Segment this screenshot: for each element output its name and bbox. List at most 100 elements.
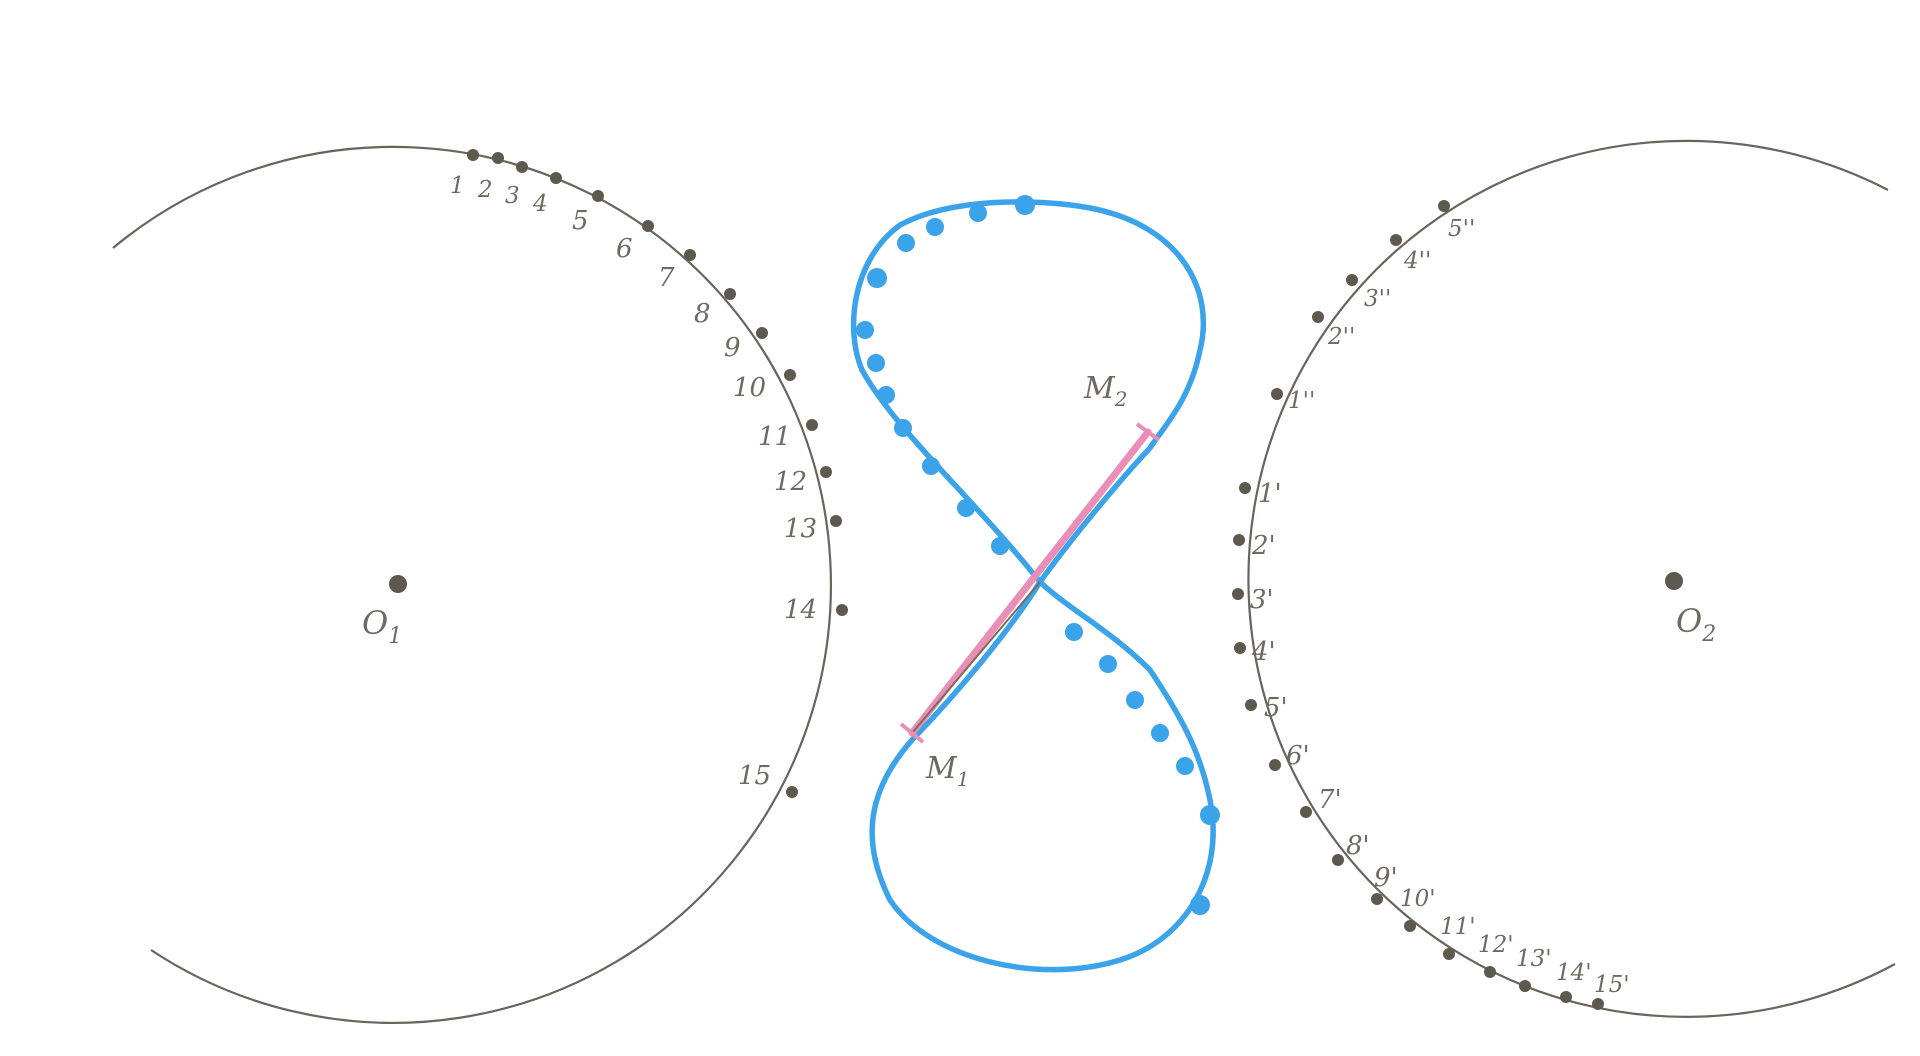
right-circle-points (1232, 200, 1604, 1010)
left-point-14 (836, 604, 848, 616)
center-o1-label: O1 (362, 604, 402, 649)
right-point-12p (1484, 966, 1496, 978)
left-point-11 (806, 419, 818, 431)
right-label-7p: 7' (1318, 785, 1342, 815)
curve-dot (877, 386, 895, 404)
center-o1-dot (389, 575, 407, 593)
right-point-4pp (1390, 234, 1402, 246)
right-label-10p: 10' (1400, 886, 1436, 912)
right-label-2pp: 2'' (1327, 324, 1355, 350)
right-label-5pp: 5'' (1448, 216, 1475, 242)
rod-end-m1-tick (899, 722, 925, 744)
center-o1: O1 (362, 575, 407, 649)
curve-dot (1200, 805, 1220, 825)
right-point-4p (1234, 642, 1246, 654)
right-label-2p: 2' (1251, 531, 1276, 561)
curve-dot (957, 499, 975, 517)
center-o2-dot (1665, 572, 1683, 590)
left-point-3 (516, 161, 528, 173)
right-point-13p (1519, 980, 1531, 992)
curve-dot (991, 537, 1009, 555)
left-point-7 (684, 249, 696, 261)
left-point-12 (820, 466, 832, 478)
right-label-6p: 6' (1286, 741, 1310, 771)
left-point-10 (784, 369, 796, 381)
left-circle-labels: 1 2 3 4 5 6 7 8 9 10 11 12 13 14 15 (450, 173, 817, 791)
left-label-12: 12 (774, 467, 807, 497)
left-label-15: 15 (738, 761, 771, 791)
left-label-9: 9 (724, 333, 741, 363)
curve-dot (1176, 757, 1194, 775)
left-circle-arc (112, 145, 832, 1024)
curve-dot (1099, 655, 1117, 673)
rod-end-m2-tick (1135, 422, 1161, 442)
right-point-5pp (1438, 200, 1450, 212)
left-point-2 (492, 152, 504, 164)
right-point-7p (1300, 806, 1312, 818)
right-label-13p: 13' (1516, 946, 1552, 972)
right-circle-arc (1247, 139, 1896, 1018)
right-label-4p: 4' (1251, 637, 1276, 667)
left-point-6 (642, 220, 654, 232)
curve-dot (1190, 895, 1210, 915)
center-o2-label: O2 (1676, 602, 1716, 647)
rod-body (908, 428, 1152, 737)
right-point-15p (1592, 998, 1604, 1010)
left-point-9 (756, 327, 768, 339)
left-point-13 (830, 515, 842, 527)
curve-dot (922, 457, 940, 475)
right-label-1pp: 1'' (1288, 388, 1315, 414)
right-point-1pp (1271, 388, 1283, 400)
curve-dot (894, 419, 912, 437)
center-o2: O2 (1665, 572, 1716, 647)
left-label-8: 8 (694, 299, 711, 329)
right-point-8p (1332, 854, 1344, 866)
left-point-1 (467, 149, 479, 161)
right-label-15p: 15' (1594, 972, 1630, 998)
right-label-3pp: 3'' (1364, 286, 1391, 312)
left-point-8 (724, 288, 736, 300)
rod-m1-m2 (899, 422, 1161, 744)
curve-dot (1126, 691, 1144, 709)
curve-dot (926, 218, 944, 236)
right-label-4pp: 4'' (1403, 248, 1431, 274)
right-point-2p (1233, 534, 1245, 546)
right-circle-labels: 5'' 4'' 3'' 2'' 1'' 1' 2' 3' 4' 5' 6' 7'… (1250, 216, 1630, 998)
right-label-8p: 8' (1346, 831, 1370, 861)
right-point-6p (1269, 759, 1281, 771)
right-label-5p: 5' (1264, 693, 1288, 723)
left-label-4: 4 (532, 191, 548, 217)
curve-dot (1015, 195, 1035, 215)
left-label-5: 5 (572, 206, 589, 236)
left-label-13: 13 (784, 514, 817, 544)
right-label-12p: 12' (1478, 932, 1514, 958)
rod-end-m2-label: M2 (1083, 371, 1127, 411)
left-point-5 (592, 190, 604, 202)
left-label-2: 2 (477, 177, 493, 203)
right-label-1p: 1' (1258, 479, 1282, 509)
curve-dot (1151, 724, 1169, 742)
right-label-3p: 3' (1250, 585, 1274, 615)
left-label-11: 11 (758, 422, 791, 452)
right-point-11p (1443, 948, 1455, 960)
curve-dot (897, 234, 915, 252)
left-label-1: 1 (450, 173, 465, 199)
curve-dot (1065, 623, 1083, 641)
rod-core-line (911, 581, 1041, 734)
curve-dot (969, 204, 987, 222)
right-label-9p: 9' (1374, 863, 1398, 893)
right-point-3p (1232, 588, 1244, 600)
figure-eight-curve (850, 199, 1216, 973)
curve-dot (867, 268, 887, 288)
right-point-3pp (1346, 274, 1358, 286)
left-label-7: 7 (658, 263, 675, 293)
left-point-4 (550, 172, 562, 184)
curve-dots (856, 195, 1220, 915)
left-point-15 (786, 786, 798, 798)
right-point-10p (1404, 920, 1416, 932)
left-label-3: 3 (505, 183, 520, 209)
right-point-14p (1560, 991, 1572, 1003)
curve-dot (856, 321, 874, 339)
right-point-5p (1245, 699, 1257, 711)
